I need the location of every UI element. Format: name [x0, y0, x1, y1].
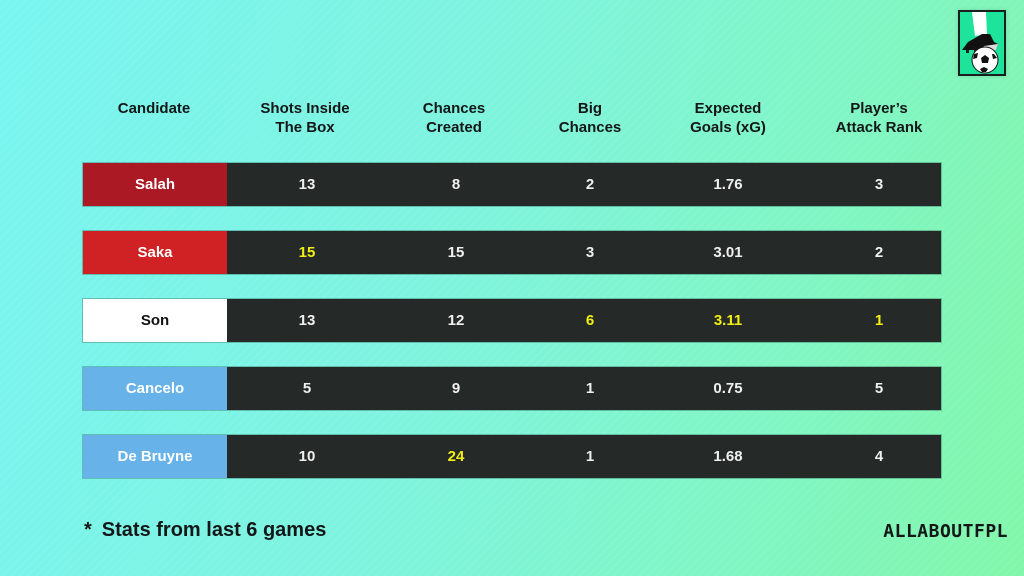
brand-logo-text: ALLABOUTFPL — [883, 521, 1008, 542]
header-big-chances: Big Chances — [558, 100, 622, 136]
footnote-text: Stats from last 6 games — [101, 519, 327, 541]
table-row: Salah 13 8 2 1.76 3 — [83, 163, 941, 206]
xg-value: 1.68 — [713, 448, 743, 465]
shots-inside-box-value: 13 — [298, 312, 316, 329]
attack-rank-value: 4 — [874, 448, 884, 465]
chances-created-value: 12 — [447, 312, 465, 329]
table-header: Candidate Shots Inside The Box Chances C… — [0, 99, 1024, 141]
xg-value: 3.01 — [713, 244, 743, 261]
table-row: Son 13 12 6 3.11 1 — [83, 299, 941, 342]
attack-rank-value: 5 — [874, 380, 884, 397]
shots-inside-box-value: 10 — [298, 448, 316, 465]
xg-value: 3.11 — [713, 312, 743, 329]
attack-rank-value: 2 — [874, 244, 884, 261]
candidate-name: Salah — [83, 163, 227, 206]
big-chances-value: 2 — [585, 176, 595, 193]
footnote: * Stats from last 6 games — [84, 519, 326, 542]
xg-value: 0.75 — [713, 380, 743, 397]
table-row: De Bruyne 10 24 1 1.68 4 — [83, 435, 941, 478]
football-boot-ball-icon — [962, 12, 999, 74]
big-chances-value: 3 — [585, 244, 595, 261]
logo — [958, 10, 1006, 76]
xg-value: 1.76 — [713, 176, 743, 193]
attack-rank-value: 1 — [874, 312, 884, 329]
shots-inside-box-value: 15 — [298, 244, 316, 261]
candidate-name: Son — [83, 299, 227, 342]
candidate-name: Saka — [83, 231, 227, 274]
shots-inside-box-value: 13 — [298, 176, 316, 193]
header-expected-goals: Expected Goals (xG) — [690, 100, 766, 136]
big-chances-value: 1 — [585, 380, 595, 397]
chances-created-value: 15 — [447, 244, 465, 261]
chances-created-value: 9 — [451, 380, 461, 397]
candidate-name: Cancelo — [83, 367, 227, 410]
attack-rank-value: 3 — [874, 176, 884, 193]
header-candidate: Candidate — [117, 100, 191, 117]
header-shots-inside-box: Shots Inside The Box — [260, 100, 350, 136]
shots-inside-box-value: 5 — [302, 380, 312, 397]
table-row: Cancelo 5 9 1 0.75 5 — [83, 367, 941, 410]
asterisk: * — [84, 519, 92, 541]
chances-created-value: 24 — [447, 448, 465, 465]
header-chances-created: Chances Created — [422, 100, 486, 136]
chances-created-value: 8 — [451, 176, 461, 193]
table-row: Saka 15 15 3 3.01 2 — [83, 231, 941, 274]
big-chances-value: 6 — [585, 312, 595, 329]
candidate-name: De Bruyne — [83, 435, 227, 478]
header-attack-rank: Player’s Attack Rank — [835, 100, 923, 136]
big-chances-value: 1 — [585, 448, 595, 465]
